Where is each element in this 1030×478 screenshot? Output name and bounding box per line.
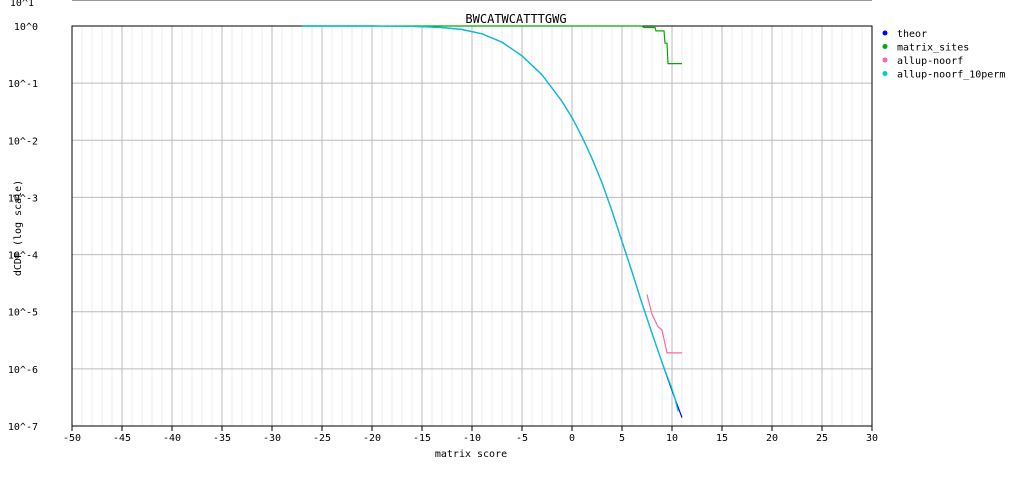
x-tick-label: -15 — [413, 433, 431, 444]
legend-marker — [882, 71, 888, 76]
series-lines — [302, 25, 683, 418]
y-tick-label: 10^0 — [14, 22, 38, 33]
x-tick-label: 20 — [766, 433, 778, 444]
y-axis-label: dCDF (log scale) — [13, 180, 24, 276]
x-tick-label: -35 — [213, 433, 231, 444]
x-tick-label: 5 — [619, 433, 625, 444]
minor-grid — [81, 26, 863, 426]
legend: theor matrix_sites allup-noorf allup-noorf_… — [882, 29, 1005, 81]
legend-label: theor — [897, 29, 927, 40]
x-tick-label: 30 — [866, 433, 878, 444]
legend-label: allup-noorf_10perm — [897, 70, 1005, 81]
y-top-tick-label: 10^1 — [10, 0, 34, 9]
x-tick-label: 0 — [569, 433, 575, 444]
legend-marker — [882, 30, 888, 36]
x-tick-label: -5 — [516, 433, 528, 444]
y-tick-label: 10^-5 — [8, 308, 38, 319]
legend-marker — [882, 44, 888, 49]
chart-title: BWCATWCATTTGWG — [465, 12, 566, 26]
series-line-allup-noorf — [646, 294, 682, 354]
y-tick-label: 10^-4 — [8, 251, 38, 262]
y-tick-labels: 10^0 10^-1 10^-2 10^-3 10^-4 10^-5 10^-6 10^-7 — [8, 22, 38, 433]
x-tick-label: -30 — [263, 433, 281, 444]
x-tick-label: -20 — [363, 433, 381, 444]
y-tick-label: 10^-1 — [8, 79, 38, 90]
y-tick-label: 10^-7 — [8, 422, 38, 433]
x-tick-label: 25 — [816, 433, 828, 444]
y-tick-label: 10^-2 — [8, 136, 38, 147]
x-tick-label: -25 — [313, 433, 331, 444]
x-tick-label: -10 — [463, 433, 481, 444]
y-tick-label: 10^-6 — [8, 365, 38, 376]
x-axis-label: matrix score — [435, 449, 507, 460]
x-tick-label: 10 — [666, 433, 678, 444]
series-line-allup-noorf_10perm — [302, 25, 679, 412]
x-tick-label: 15 — [716, 433, 728, 444]
legend-marker — [882, 57, 888, 63]
x-tick-label: -45 — [113, 433, 131, 444]
series-line-matrix_sites — [302, 25, 682, 65]
legend-label: allup-noorf — [897, 56, 963, 67]
x-tick-label: -40 — [163, 433, 181, 444]
major-grid — [71, 0, 873, 427]
x-tick-label: -50 — [63, 433, 81, 444]
x-tick-labels: -50 -45 -40 -35 -30 -25 -20 -15 -10 -5 0 5 10 15 20 25 3… — [63, 426, 878, 444]
legend-label: matrix_sites — [897, 43, 969, 54]
y-tick-label: 10^-3 — [8, 193, 38, 204]
